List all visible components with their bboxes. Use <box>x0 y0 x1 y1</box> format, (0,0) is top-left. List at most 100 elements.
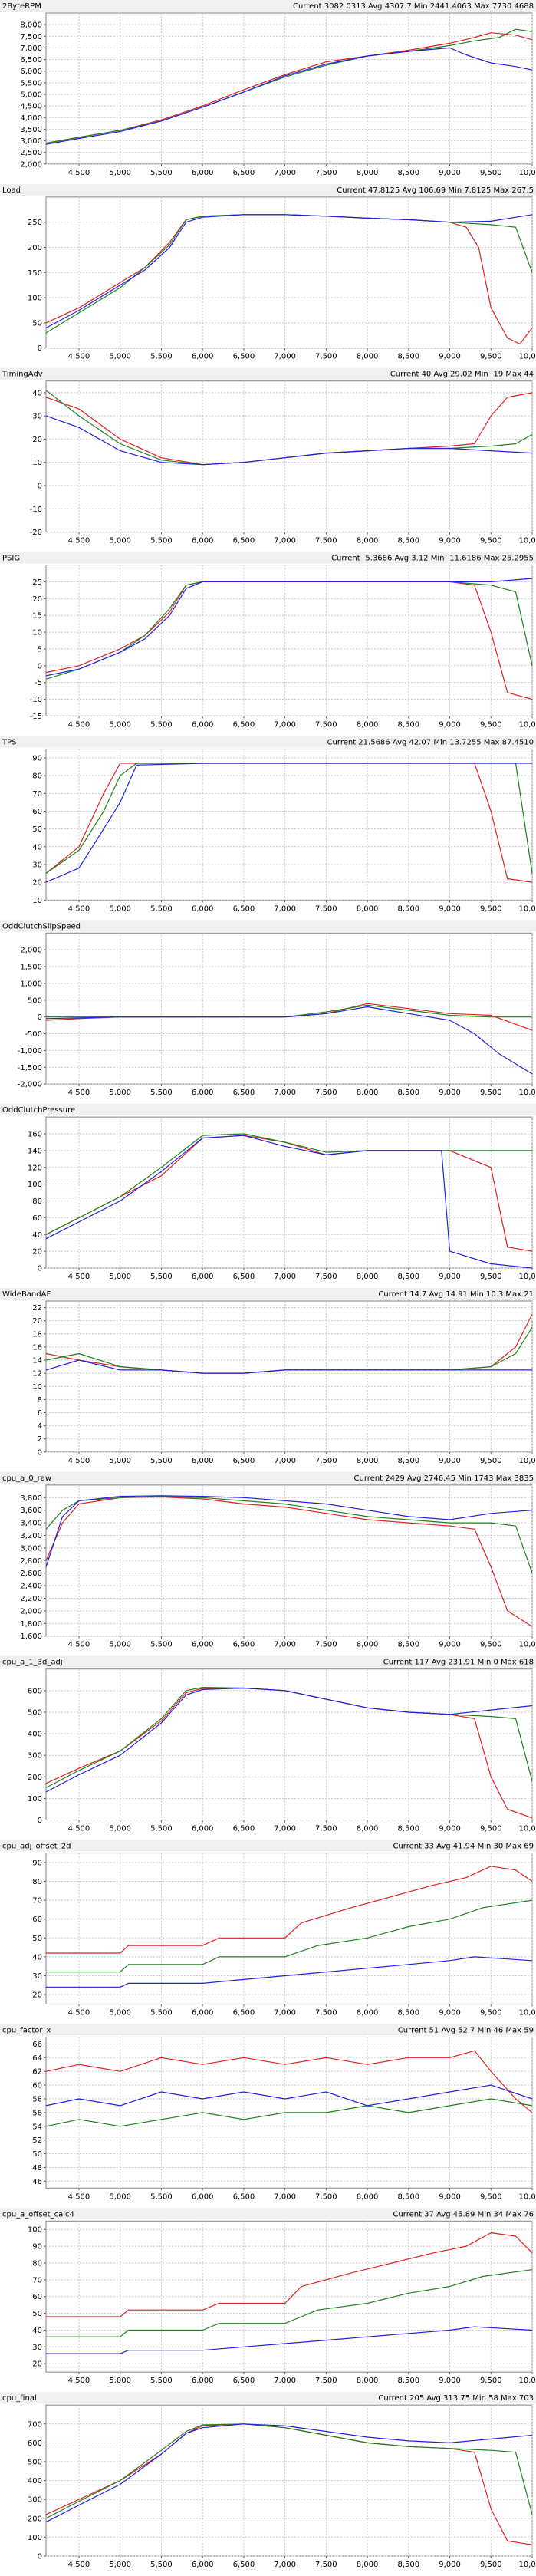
y-tick-label: 140 <box>28 1147 42 1155</box>
y-tick-label: 14 <box>32 1357 42 1365</box>
x-tick-label: 5,000 <box>109 720 131 729</box>
x-tick-label: 9,500 <box>480 1273 502 1281</box>
x-tick-label: 9,500 <box>480 1641 502 1649</box>
chart-title: cpu_a_0_raw <box>2 1474 51 1483</box>
y-tick-label: 600 <box>28 1687 42 1695</box>
x-tick-label: 5,500 <box>150 904 173 913</box>
y-tick-label: 6,500 <box>20 56 42 64</box>
x-tick-label: 5,000 <box>109 904 131 913</box>
x-tick-label: 6,500 <box>233 537 255 545</box>
y-tick-label: 120 <box>28 1164 42 1172</box>
x-tick-label: 8,500 <box>397 1089 419 1097</box>
x-tick-label: 4,500 <box>68 2008 90 2017</box>
y-tick-label: 10 <box>32 629 42 637</box>
y-tick-label: 250 <box>28 219 42 227</box>
y-tick-label: 70 <box>32 2276 42 2284</box>
panel-header-bar <box>0 183 536 196</box>
y-tick-label: 56 <box>32 2109 42 2117</box>
x-tick-label: 8,500 <box>397 2008 419 2017</box>
x-tick-label: 5,000 <box>109 1825 131 1833</box>
x-tick-label: 6,500 <box>233 2192 255 2201</box>
series-line-1 <box>45 2050 533 2113</box>
x-tick-label: 4,500 <box>68 1825 90 1833</box>
x-tick-label: 5,000 <box>109 1457 131 1465</box>
x-tick-label: 4,500 <box>68 537 90 545</box>
y-tick-label: 20 <box>32 1991 42 2000</box>
y-tick-label: 1,500 <box>20 964 42 972</box>
y-tick-label: -5 <box>35 679 42 687</box>
x-tick-label: 5,000 <box>109 169 131 177</box>
y-tick-label: 200 <box>28 2515 42 2523</box>
y-tick-label: -1,500 <box>18 1064 42 1072</box>
x-tick-label: 9,500 <box>480 1825 502 1833</box>
x-tick-label: 8,500 <box>397 353 419 361</box>
plot-area <box>45 380 533 533</box>
x-tick-label: 9,500 <box>480 2008 502 2017</box>
chart-title: cpu_final <box>2 2394 37 2403</box>
x-tick-label: 8,000 <box>357 169 379 177</box>
x-tick-label: 6,000 <box>192 720 214 729</box>
x-tick-label: 8,500 <box>397 1825 419 1833</box>
chart-panel: cpu_factor_x Current 51 Avg 52.7 Min 46 M… <box>0 2024 536 2201</box>
x-tick-label: 6,000 <box>192 537 214 545</box>
y-tick-label: 100 <box>28 1181 42 1189</box>
y-tick-label: 6,000 <box>20 68 42 76</box>
x-tick-label: 9,000 <box>439 1825 461 1833</box>
x-tick-label: 7,000 <box>274 720 296 729</box>
x-tick-label: 5,500 <box>150 2192 173 2201</box>
series-line-2 <box>45 2423 533 2519</box>
x-tick-label: 10,000 <box>519 2008 536 2017</box>
x-tick-label: 7,500 <box>315 169 337 177</box>
chart-stats: Current 205 Avg 313.75 Min 58 Max 703 <box>378 2394 534 2403</box>
x-tick-label: 9,000 <box>439 537 461 545</box>
series-line-2 <box>45 1133 532 1235</box>
series-line-3 <box>45 2084 533 2107</box>
y-tick-label: 400 <box>28 2477 42 2485</box>
y-tick-label: 52 <box>32 2136 42 2145</box>
x-tick-label: 10,000 <box>519 1273 536 1281</box>
y-tick-label: 1,600 <box>20 1632 42 1641</box>
series-line-3 <box>45 47 533 145</box>
x-tick-label: 8,500 <box>397 2561 419 2569</box>
y-tick-label: 1,000 <box>20 980 42 988</box>
y-tick-label: 20 <box>32 1248 42 1257</box>
y-tick-label: 100 <box>28 2534 42 2542</box>
x-tick-label: 8,000 <box>357 720 379 729</box>
y-tick-label: 5,000 <box>20 91 42 100</box>
x-tick-label: 4,500 <box>68 720 90 729</box>
x-tick-label: 6,500 <box>233 1457 255 1465</box>
y-tick-label: 7,500 <box>20 33 42 41</box>
y-tick-label: 2 <box>38 1435 42 1444</box>
x-tick-label: 6,000 <box>192 2192 214 2201</box>
y-tick-label: 200 <box>28 244 42 252</box>
x-tick-label: 8,500 <box>397 169 419 177</box>
x-tick-label: 5,500 <box>150 1273 173 1281</box>
x-tick-label: 10,000 <box>519 2192 536 2201</box>
x-tick-label: 6,500 <box>233 1273 255 1281</box>
x-tick-label: 9,500 <box>480 353 502 361</box>
x-tick-label: 5,000 <box>109 537 131 545</box>
series-line-3 <box>46 1956 533 1988</box>
x-tick-label: 10,000 <box>519 537 536 545</box>
series-line-3 <box>45 1687 533 1793</box>
x-tick-label: 6,000 <box>192 1825 214 1833</box>
x-tick-label: 9,000 <box>439 904 461 913</box>
y-tick-label: -10 <box>30 506 42 514</box>
chart-panel: cpu_a_offset_calc4 Current 37 Avg 45.89 M… <box>0 2208 536 2385</box>
y-tick-label: 600 <box>28 2439 42 2448</box>
chart-stats: Current -5.3686 Avg 3.12 Min -11.6186 Ma… <box>331 555 534 563</box>
y-tick-label: 2,200 <box>20 1595 42 1603</box>
x-tick-label: 8,500 <box>397 2192 419 2201</box>
x-tick-label: 9,500 <box>480 2377 502 2385</box>
chart-title: Load <box>2 186 21 195</box>
y-tick-label: -15 <box>30 713 42 721</box>
chart-stats: Current 2429 Avg 2746.45 Min 1743 Max 38… <box>354 1474 534 1483</box>
x-tick-label: 5,500 <box>150 2008 173 2017</box>
y-tick-label: 2,800 <box>20 1557 42 1566</box>
x-tick-label: 6,500 <box>233 2561 255 2569</box>
x-tick-label: 7,000 <box>274 1273 296 1281</box>
y-tick-label: 500 <box>28 2458 42 2466</box>
y-tick-label: 40 <box>32 1231 42 1240</box>
x-tick-label: 8,500 <box>397 1273 419 1281</box>
x-tick-label: 6,500 <box>233 1825 255 1833</box>
